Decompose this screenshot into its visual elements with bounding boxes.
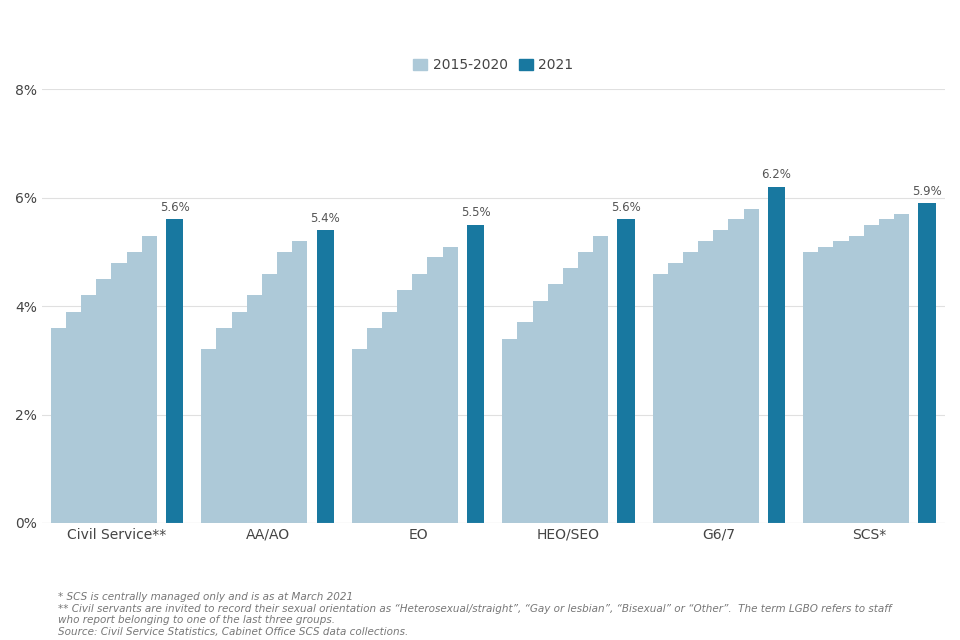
Bar — [563, 268, 578, 523]
Bar — [292, 241, 307, 523]
Bar — [617, 220, 635, 523]
Bar — [533, 301, 548, 523]
Bar — [443, 246, 458, 523]
Bar — [66, 312, 82, 523]
Text: 5.6%: 5.6% — [612, 201, 641, 214]
Bar — [413, 274, 427, 523]
Bar — [849, 236, 864, 523]
Bar — [317, 230, 334, 523]
Bar — [668, 263, 683, 523]
Bar — [744, 209, 758, 523]
Bar — [653, 274, 668, 523]
Text: 5.5%: 5.5% — [461, 207, 491, 220]
Bar — [502, 339, 517, 523]
Text: * SCS is centrally managed only and is as at March 2021
** Civil servants are in: * SCS is centrally managed only and is a… — [58, 592, 891, 637]
Bar — [82, 295, 96, 523]
Bar — [382, 312, 397, 523]
Text: 6.2%: 6.2% — [761, 168, 791, 182]
Bar — [804, 252, 818, 523]
Bar — [919, 203, 936, 523]
Bar — [879, 220, 894, 523]
Bar — [277, 252, 292, 523]
Text: 5.6%: 5.6% — [159, 201, 189, 214]
Bar — [818, 246, 833, 523]
Legend: 2015-2020, 2021: 2015-2020, 2021 — [408, 53, 579, 78]
Text: 5.4%: 5.4% — [310, 212, 340, 225]
Bar — [127, 252, 142, 523]
Bar — [593, 236, 609, 523]
Bar — [578, 252, 593, 523]
Text: 5.9%: 5.9% — [912, 185, 942, 198]
Bar — [351, 349, 367, 523]
Bar — [683, 252, 698, 523]
Bar — [864, 225, 879, 523]
Bar — [894, 214, 909, 523]
Bar — [397, 290, 413, 523]
Bar — [202, 349, 217, 523]
Bar — [698, 241, 713, 523]
Bar — [548, 284, 563, 523]
Bar — [111, 263, 127, 523]
Bar — [247, 295, 262, 523]
Bar — [713, 230, 729, 523]
Bar — [51, 328, 66, 523]
Bar — [217, 328, 231, 523]
Bar — [768, 187, 785, 523]
Bar — [96, 279, 111, 523]
Bar — [166, 220, 183, 523]
Bar — [142, 236, 156, 523]
Bar — [729, 220, 744, 523]
Bar — [427, 257, 443, 523]
Bar — [517, 323, 533, 523]
Bar — [467, 225, 484, 523]
Bar — [367, 328, 382, 523]
Bar — [262, 274, 277, 523]
Bar — [231, 312, 247, 523]
Bar — [833, 241, 849, 523]
